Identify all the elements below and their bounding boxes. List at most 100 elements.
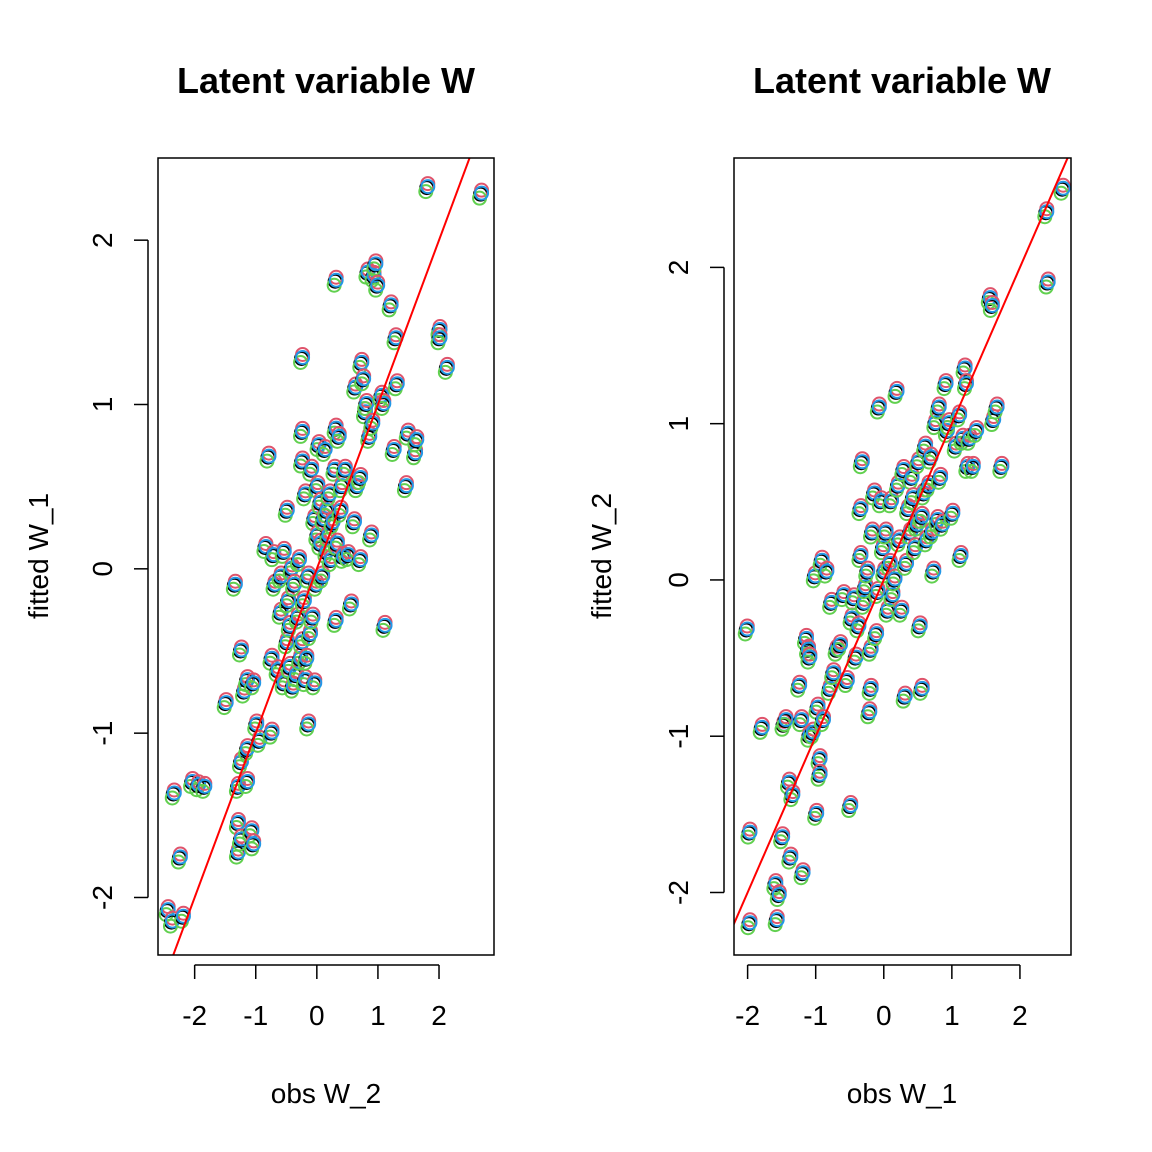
data-point: [276, 543, 292, 559]
x-tick-label: 2: [431, 1000, 447, 1031]
data-point: [885, 587, 901, 603]
data-point: [292, 552, 308, 568]
x-tick-label: 1: [370, 1000, 386, 1031]
data-point: [754, 719, 770, 735]
reference-line: [734, 158, 1069, 927]
data-point: [409, 432, 425, 448]
data-point: [322, 486, 338, 502]
data-point: [873, 493, 889, 509]
data-point: [328, 272, 344, 288]
data-point: [783, 849, 799, 865]
data-point: [912, 618, 928, 634]
data-point: [851, 618, 867, 634]
x-tick-label: 2: [1012, 1000, 1028, 1031]
data-point: [305, 609, 321, 625]
data-point: [353, 552, 369, 568]
data-point: [386, 442, 402, 458]
data-point: [897, 688, 913, 704]
data-point: [824, 594, 840, 610]
data-point: [742, 915, 758, 931]
data-point: [261, 448, 277, 464]
data-point: [264, 724, 280, 740]
data-point: [878, 524, 894, 540]
y-tick-label: 1: [663, 416, 694, 432]
data-point: [843, 798, 859, 814]
data-point: [862, 704, 878, 720]
data-point: [871, 399, 887, 415]
data-point: [377, 617, 393, 633]
x-tick-label: -2: [182, 1000, 207, 1031]
data-point: [907, 540, 923, 556]
data-point: [795, 865, 811, 881]
data-point: [778, 712, 794, 728]
data-point: [882, 555, 898, 571]
data-point: [945, 505, 961, 521]
data-point: [301, 716, 317, 732]
data-point: [218, 695, 234, 711]
scatter-panel-left: Latent variable W obs W_2 fitted W_1 -2 -…: [23, 60, 495, 1109]
data-point: [771, 887, 787, 903]
data-point: [364, 527, 380, 543]
data-point: [230, 815, 246, 831]
plot-frame: [733, 157, 1072, 956]
data-point: [353, 469, 369, 485]
data-point: [914, 508, 930, 524]
data-point: [343, 596, 359, 612]
data-point: [816, 712, 832, 728]
x-tick-label: -1: [803, 1000, 828, 1031]
y-tick-label: 2: [87, 232, 118, 248]
data-point: [836, 587, 852, 603]
data-point: [794, 712, 810, 728]
data-point: [812, 766, 828, 782]
data-point: [969, 422, 985, 438]
chart-title: Latent variable W: [753, 60, 1051, 101]
data-point: [853, 501, 869, 517]
data-point: [802, 649, 818, 665]
data-point: [854, 454, 870, 470]
data-point: [965, 458, 981, 474]
y-tick-label: -2: [87, 885, 118, 910]
data-point: [175, 908, 191, 924]
data-point: [337, 461, 353, 477]
data-point: [304, 461, 320, 477]
data-point: [994, 458, 1010, 474]
data-point: [389, 376, 405, 392]
y-tick-label: -1: [87, 721, 118, 746]
data-point: [887, 571, 903, 587]
x-tick-label: 1: [944, 1000, 960, 1031]
data-point: [295, 349, 311, 365]
data-point: [938, 376, 954, 392]
x-tick-label: 0: [309, 1000, 325, 1031]
data-point: [310, 478, 326, 494]
y-tick-label: 0: [87, 561, 118, 577]
x-tick-label: -1: [243, 1000, 268, 1031]
data-point: [1055, 180, 1071, 196]
data-point: [933, 469, 949, 485]
y-tick-label: -1: [663, 724, 694, 749]
data-point: [863, 680, 879, 696]
data-point: [1040, 274, 1056, 290]
points-group: [737, 177, 1071, 936]
data-point: [892, 532, 908, 548]
data-point: [870, 583, 886, 599]
data-point: [853, 548, 869, 563]
data-point: [233, 754, 249, 770]
y-tick-label: 2: [663, 260, 694, 276]
plot-frame: [157, 157, 495, 956]
data-point: [931, 399, 947, 415]
data-point: [899, 555, 915, 571]
data-point: [368, 256, 384, 272]
x-axis-label: obs W_2: [271, 1078, 382, 1109]
data-point: [356, 371, 372, 387]
data-point: [420, 179, 436, 195]
data-point: [792, 677, 808, 693]
data-point: [875, 540, 891, 556]
data-point: [819, 563, 835, 579]
data-point: [303, 626, 319, 642]
x-tick-label: -2: [735, 1000, 760, 1031]
data-point: [317, 442, 333, 458]
y-axis-label: fitted W_1: [23, 493, 54, 619]
x-tick-label: 0: [876, 1000, 892, 1031]
data-point: [889, 383, 905, 399]
